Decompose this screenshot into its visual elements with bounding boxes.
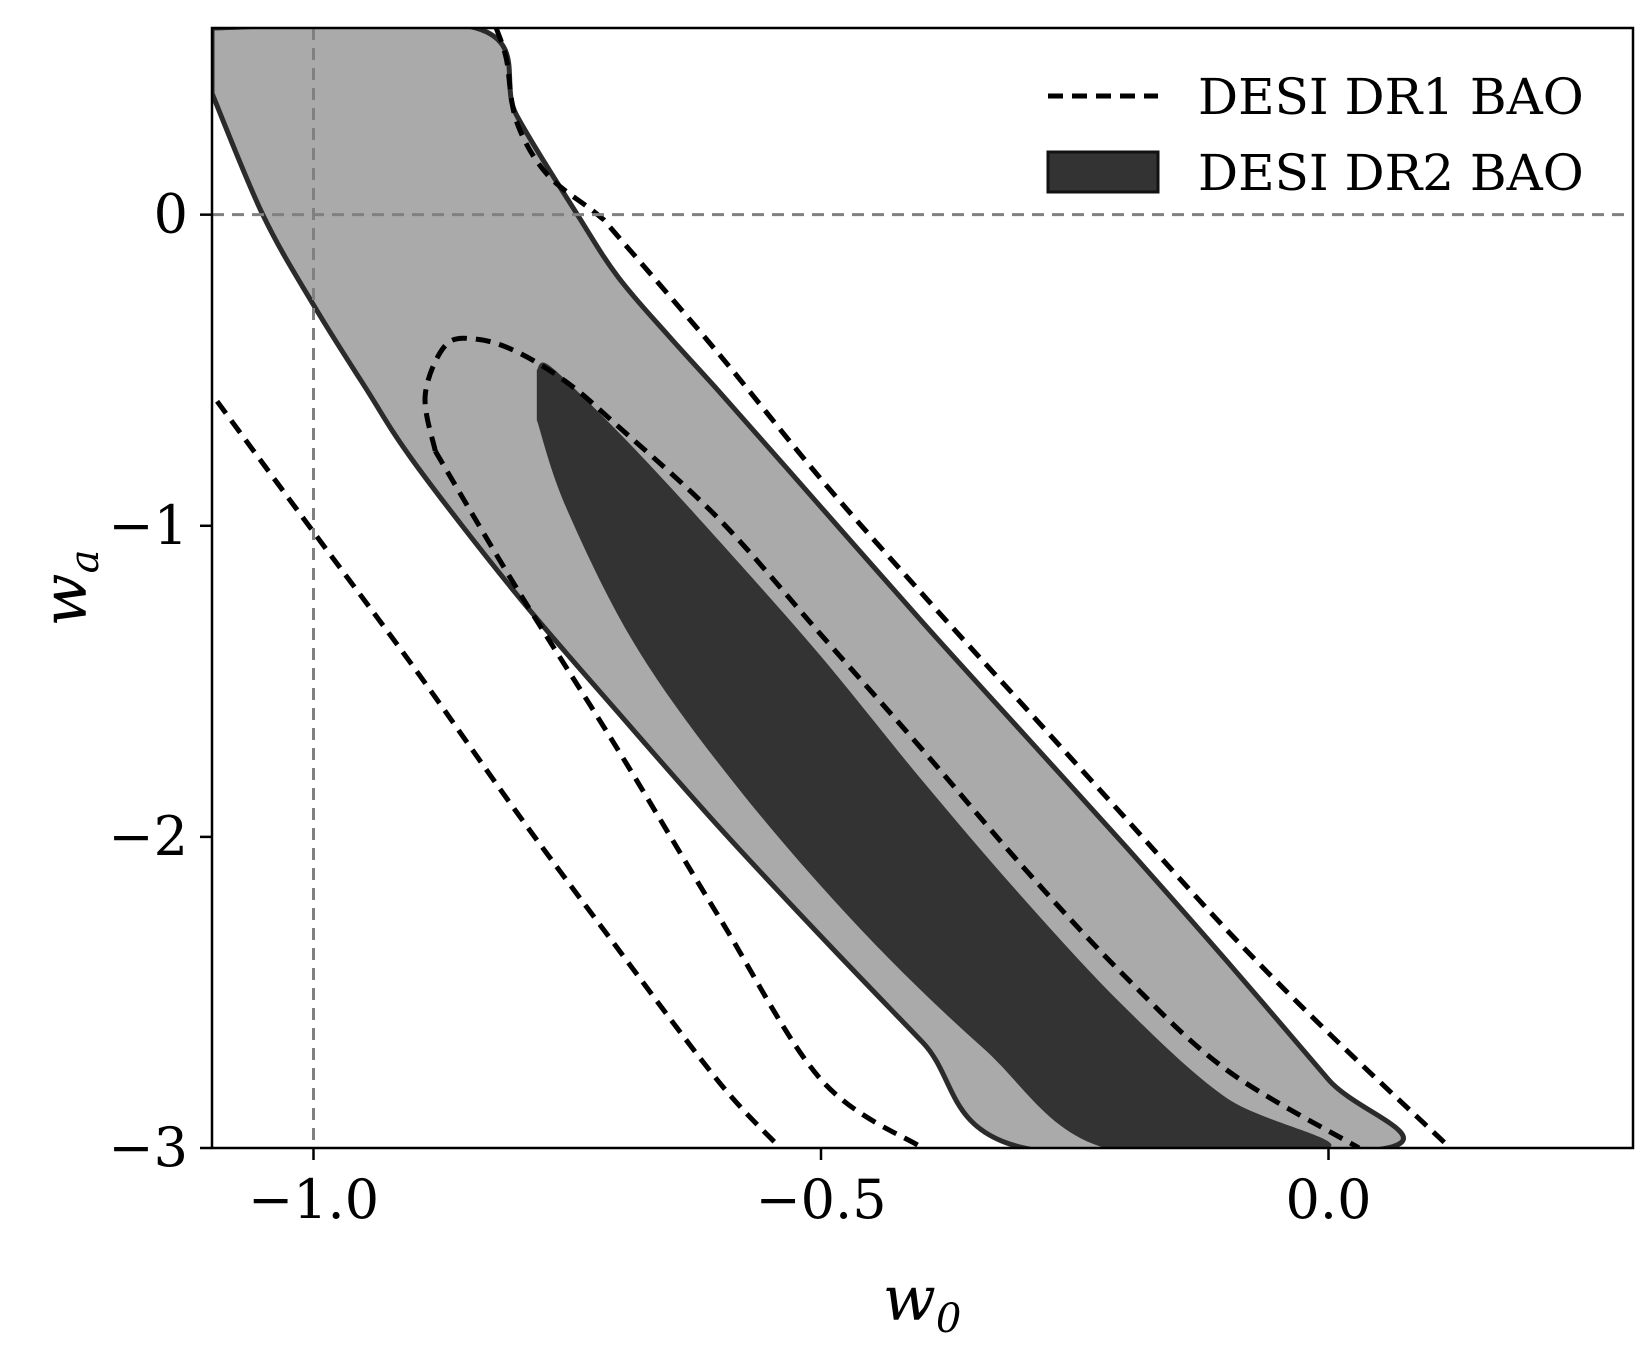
contour-filled-68pct-1: [536, 362, 1332, 1148]
legend-dr1-label: DESI DR1 BAO: [1198, 68, 1584, 126]
contour-dashed-68pct-3: [433, 449, 924, 1148]
x-tick-label-1: −0.5: [755, 1168, 886, 1231]
legend-dr2-swatch: [1046, 150, 1160, 194]
y-tick-label-1: −1: [108, 494, 188, 557]
contour-layer: [212, 28, 1453, 1148]
contour-dashed-95pct-4: [493, 28, 1453, 1148]
y-tick-label-0: 0: [154, 183, 188, 246]
y-axis-ticks: 0 −1 −2 −3: [108, 183, 212, 1179]
y-tick-label-3: −3: [108, 1116, 188, 1179]
x-tick-label-2: 0.0: [1286, 1168, 1372, 1231]
y-axis-label: wa: [28, 550, 108, 627]
y-tick-label-2: −2: [108, 805, 188, 868]
x-axis-ticks: −1.0 −0.5 0.0: [248, 1148, 1372, 1231]
reference-lines: [212, 28, 1633, 1148]
x-axis-label: w0: [883, 1262, 962, 1342]
contour-dashed-95pct-5: [215, 399, 783, 1148]
contour-dashed-68pct-2: [422, 335, 1361, 1148]
legend-dr2-label: DESI DR2 BAO: [1198, 144, 1584, 202]
legend: DESI DR1 BAO DESI DR2 BAO: [1046, 68, 1584, 202]
contour-filled-95pct-0: [212, 28, 1406, 1148]
x-tick-label-0: −1.0: [248, 1168, 379, 1231]
plot-frame: [210, 26, 1635, 1150]
